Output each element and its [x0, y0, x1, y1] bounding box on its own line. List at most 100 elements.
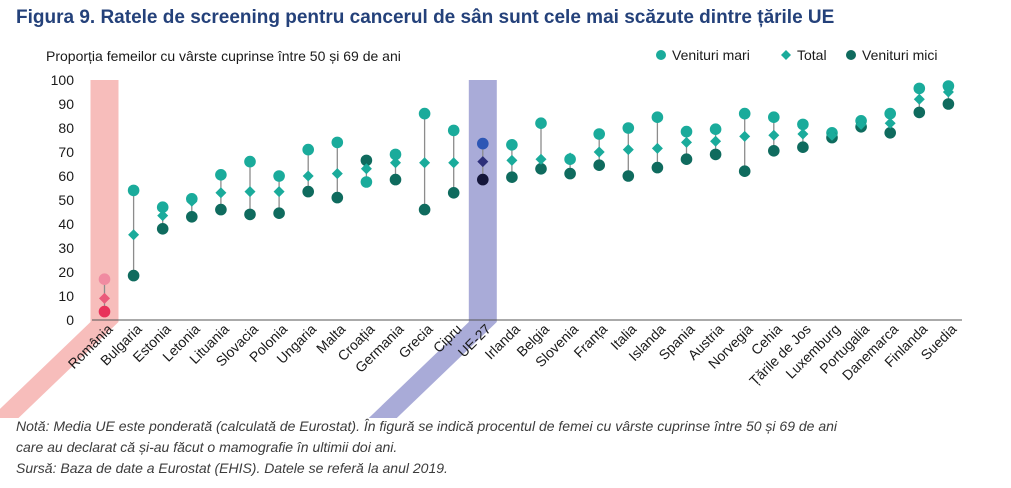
marker-total-islanda [651, 142, 663, 154]
marker-venituri-mari-estonia [156, 201, 169, 213]
marker-venituri-mici-tarile-de-jos [797, 141, 809, 153]
marker-venituri-mari-finlanda [913, 82, 926, 95]
marker-total-danemarca [884, 117, 896, 129]
marker-total-polonia [273, 186, 285, 198]
marker-venituri-mari-ungaria [302, 143, 315, 156]
y-tick-label: 80 [58, 120, 74, 136]
marker-venituri-mici-belgia [535, 163, 547, 175]
marker-total-finlanda [913, 93, 925, 105]
marker-venituri-mari-spania [680, 125, 693, 138]
marker-venituri-mici-bulgaria [127, 269, 140, 282]
y-axis: 0 10 20 30 40 50 60 70 80 90 100 [51, 72, 75, 328]
range-stems [103, 86, 950, 312]
marker-venituri-mari-norvegia [738, 107, 751, 120]
y-tick-label: 30 [58, 240, 74, 256]
marker-total-suedia [942, 86, 954, 98]
marker-total-lituania [215, 187, 227, 199]
y-tick-label: 70 [58, 144, 74, 160]
marker-venituri-mari-slovacia [244, 155, 256, 168]
marker-total-letonia [186, 195, 198, 207]
marker-venituri-mari-croatia [360, 176, 373, 188]
marker-venituri-mici-letonia [186, 211, 198, 223]
marker-venituri-mici-irlanda [506, 171, 518, 183]
marker-venituri-mari-lituania [215, 169, 227, 181]
marker-total-cehia [768, 129, 780, 141]
marker-venituri-mici-islanda [651, 161, 664, 174]
marker-total-portugalia [855, 118, 867, 130]
marker-total-austria [710, 135, 722, 147]
marker-total-estonia [157, 210, 169, 222]
y-tick-label: 0 [66, 312, 74, 328]
highlight-band-romania [0, 80, 119, 418]
marker-total-irlanda [506, 154, 518, 166]
marker-venituri-mari-germania [389, 148, 402, 161]
marker-total-cipru [448, 157, 460, 169]
marker-total-grecia [419, 157, 431, 169]
breast-screening-chart: Proporția femeilor cu vârste cuprinse în… [0, 47, 962, 418]
marker-total-slovacia [244, 186, 256, 198]
note-line-1: Notă: Media UE este ponderată (calculată… [16, 418, 838, 434]
marker-total-ungaria [302, 170, 314, 182]
y-tick-label: 40 [58, 216, 74, 232]
y-axis-label: Proporția femeilor cu vârste cuprinse în… [46, 48, 401, 64]
marker-venituri-mici-cehia [768, 145, 780, 157]
marker-total-croatia [360, 163, 372, 175]
marker-total-slovenia [564, 152, 576, 164]
marker-venituri-mari-austria [709, 123, 722, 135]
marker-total-bulgaria [128, 229, 140, 241]
legend: Venituri mari Total Venituri mici [656, 47, 937, 63]
marker-venituri-mari-cipru [447, 124, 460, 137]
marker-total-romania [99, 292, 110, 304]
marker-venituri-mici-finlanda [913, 106, 926, 119]
marker-total-norvegia [739, 130, 751, 142]
marker-venituri-mari-italia [622, 122, 635, 134]
marker-venituri-mari-franta [593, 128, 605, 140]
marker-total-tarile-de-jos [797, 128, 809, 140]
legend-total-marker [781, 50, 791, 60]
x-tick-label-grecia: Grecia [395, 321, 436, 362]
y-tick-label: 90 [58, 96, 74, 112]
highlight-bands [0, 80, 497, 418]
marker-venituri-mici-polonia [273, 207, 285, 219]
marker-venituri-mari-ue-27 [477, 137, 489, 150]
legend-venituri-mici-marker [846, 50, 856, 60]
marker-venituri-mici-italia [622, 170, 635, 182]
legend-venituri-mari-label: Venituri mari [672, 47, 750, 63]
marker-venituri-mici-grecia [418, 203, 431, 216]
marker-venituri-mici-franta [593, 159, 605, 171]
marker-total-franta [593, 146, 605, 158]
legend-total-label: Total [797, 47, 827, 63]
page-title: Figura 9. Ratele de screening pentru can… [16, 7, 835, 28]
marker-venituri-mari-belgia [535, 117, 547, 129]
marker-venituri-mici-estonia [156, 223, 169, 235]
marker-venituri-mici-croatia [360, 154, 373, 167]
y-tick-label: 10 [58, 288, 74, 304]
data-markers [98, 80, 955, 318]
marker-venituri-mici-malta [331, 191, 344, 204]
marker-venituri-mici-slovacia [244, 208, 256, 221]
marker-venituri-mari-cehia [768, 111, 780, 123]
marker-venituri-mari-bulgaria [127, 184, 140, 197]
marker-venituri-mari-tarile-de-jos [797, 118, 809, 131]
marker-total-luxemburg [826, 129, 838, 141]
marker-venituri-mari-grecia [418, 107, 431, 120]
marker-venituri-mici-romania [98, 305, 111, 318]
marker-venituri-mari-romania [98, 273, 111, 286]
marker-venituri-mici-germania [389, 173, 402, 186]
marker-venituri-mici-norvegia [738, 165, 751, 177]
y-tick-label: 60 [58, 168, 74, 184]
source-note: Sursă: Baza de date a Eurostat (EHIS). D… [16, 460, 448, 476]
marker-venituri-mici-slovenia [564, 167, 576, 180]
y-tick-label: 50 [58, 192, 74, 208]
y-tick-label: 20 [58, 264, 74, 280]
highlight-band-ue-27 [368, 80, 497, 418]
marker-venituri-mici-austria [709, 148, 722, 161]
marker-total-belgia [535, 153, 547, 165]
marker-total-malta [331, 168, 343, 180]
marker-total-italia [622, 144, 634, 156]
marker-venituri-mari-islanda [651, 111, 664, 123]
x-tick-labels: RomâniaBulgariaEstoniaLetoniaLituaniaSlo… [65, 321, 960, 389]
legend-venituri-mici-label: Venituri mici [862, 47, 937, 63]
marker-venituri-mari-polonia [273, 170, 285, 182]
marker-venituri-mici-spania [680, 153, 693, 165]
